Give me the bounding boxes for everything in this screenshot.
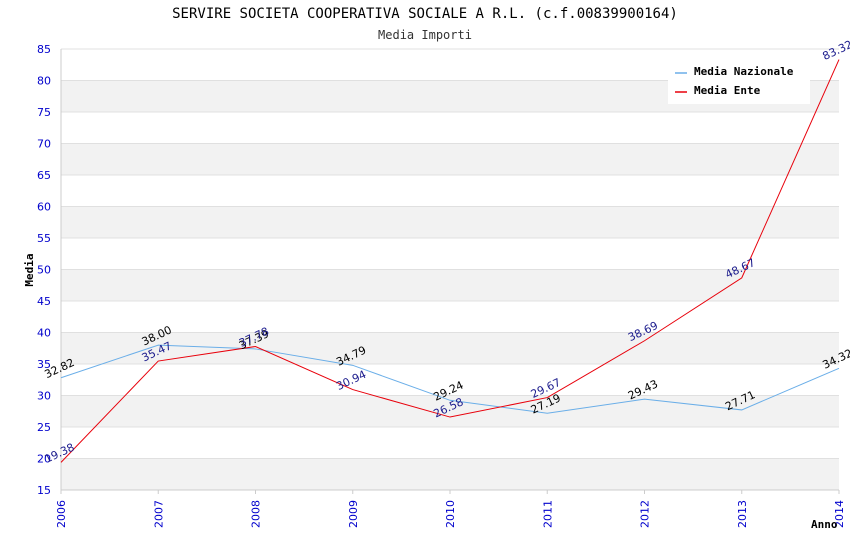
x-tick-label: 2006 bbox=[55, 500, 68, 528]
y-tick-labels: 15 20 25 30 35 40 45 50 55 60 65 70 75 80 85 bbox=[37, 43, 51, 497]
grid-band bbox=[61, 364, 839, 396]
y-tick-label: 30 bbox=[37, 390, 51, 403]
y-tick-label: 25 bbox=[37, 421, 51, 434]
y-tick-label: 20 bbox=[37, 453, 51, 466]
y-tick-label: 50 bbox=[37, 264, 51, 277]
y-tick-label: 75 bbox=[37, 106, 51, 119]
y-tick-label: 40 bbox=[37, 327, 51, 340]
x-tick-label: 2014 bbox=[833, 500, 846, 528]
series-lines bbox=[60, 59, 840, 463]
x-tick-label: 2012 bbox=[639, 500, 652, 528]
legend: Media Nazionale Media Ente bbox=[668, 58, 810, 104]
legend-label-media-nazionale: Media Nazionale bbox=[694, 65, 794, 78]
grid-band bbox=[61, 301, 839, 333]
x-axis-label: Anno bbox=[811, 518, 838, 531]
y-tick-label: 60 bbox=[37, 201, 51, 214]
y-tick-label: 45 bbox=[37, 295, 51, 308]
grid-band bbox=[61, 427, 839, 459]
grid-band bbox=[61, 332, 839, 364]
x-tick-label: 2011 bbox=[541, 500, 554, 528]
x-tick-label: 2013 bbox=[736, 500, 749, 528]
grid-band bbox=[61, 143, 839, 175]
x-tick-label: 2007 bbox=[152, 500, 165, 528]
x-tick-label: 2008 bbox=[250, 500, 263, 528]
y-tick-label: 70 bbox=[37, 138, 51, 151]
y-axis-label: Media bbox=[23, 253, 36, 286]
y-tick-label: 85 bbox=[37, 43, 51, 56]
chart-subtitle: Media Importi bbox=[378, 28, 472, 42]
grid-band bbox=[61, 112, 839, 144]
grid-band bbox=[61, 175, 839, 207]
y-tick-label: 15 bbox=[37, 484, 51, 497]
grid-band bbox=[61, 206, 839, 238]
x-tick-labels: 2006 2007 2008 2009 2010 2011 2012 2013 2014 bbox=[55, 490, 846, 528]
y-tick-label: 80 bbox=[37, 75, 51, 88]
x-tick-label: 2010 bbox=[444, 500, 457, 528]
legend-box bbox=[668, 58, 810, 104]
chart-title: SERVIRE SOCIETA COOPERATIVA SOCIALE A R.… bbox=[172, 6, 678, 22]
grid-band bbox=[61, 458, 839, 490]
grid-band bbox=[61, 238, 839, 270]
x-tick-label: 2009 bbox=[347, 500, 360, 528]
grid-band bbox=[61, 269, 839, 301]
y-tick-label: 35 bbox=[37, 358, 51, 371]
y-tick-label: 55 bbox=[37, 232, 51, 245]
legend-label-media-ente: Media Ente bbox=[694, 84, 761, 97]
y-tick-label: 65 bbox=[37, 169, 51, 182]
series-line-media-ente bbox=[60, 59, 840, 463]
series-line-media-nazionale bbox=[60, 344, 840, 414]
